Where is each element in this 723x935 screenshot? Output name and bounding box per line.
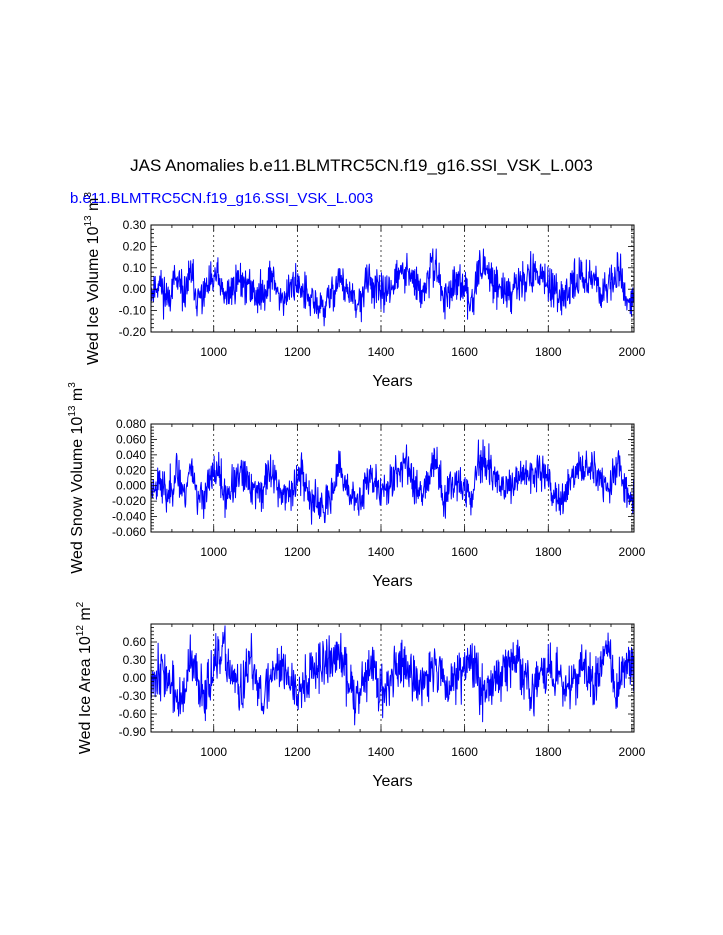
- y-axis-label: Wed Ice Area 1012 m2: [75, 601, 94, 754]
- x-tick-label: 1600: [451, 745, 478, 759]
- y-tick-label: -0.90: [119, 725, 147, 739]
- x-tick-label: 1800: [535, 345, 562, 359]
- y-tick-label: 0.00: [123, 671, 147, 685]
- x-axis-label: Years: [372, 373, 412, 390]
- x-tick-label: 1400: [368, 545, 395, 559]
- x-tick-label: 1400: [368, 745, 395, 759]
- y-tick-label: -0.020: [112, 494, 146, 508]
- x-tick-label: 2000: [619, 545, 646, 559]
- x-tick-label: 1200: [284, 745, 311, 759]
- x-axis-label: Years: [372, 773, 412, 790]
- y-tick-label: 0.30: [123, 218, 147, 232]
- y-axis-label: Wed Ice Volume 1013 m3: [83, 192, 102, 365]
- y-axis-label: Wed Snow Volume 1013 m3: [67, 382, 86, 574]
- y-tick-label: -0.040: [112, 510, 146, 524]
- y-tick-label: 0.00: [123, 282, 147, 296]
- plot-frame: [150, 423, 635, 533]
- y-tick-label: 0.000: [116, 479, 146, 493]
- y-tick-label: -0.30: [119, 689, 147, 703]
- x-tick-label: 1000: [200, 345, 227, 359]
- x-tick-label: 1400: [368, 345, 395, 359]
- y-tick-label: 0.20: [123, 239, 147, 253]
- y-tick-label: -0.10: [119, 304, 147, 318]
- y-tick-label: 0.080: [116, 417, 146, 431]
- series-line-1: [150, 625, 635, 726]
- chart-panel-3: 1000 1200 1400 1600 1800 2000 -0.90 -0.60 -0.30 0…: [75, 601, 646, 790]
- x-tick-label: 1600: [451, 345, 478, 359]
- y-tick-label: -0.060: [112, 525, 146, 539]
- y-tick-label: 0.30: [123, 653, 147, 667]
- series-line-1: [150, 248, 635, 327]
- series-line-1: [150, 439, 635, 525]
- y-tick-label: 0.60: [123, 635, 147, 649]
- plot-frame: [150, 224, 635, 333]
- y-tick-label: -0.60: [119, 707, 147, 721]
- x-tick-label: 2000: [619, 345, 646, 359]
- figure-title: JAS Anomalies b.e11.BLMTRC5CN.f19_g16.SS…: [130, 156, 593, 175]
- x-tick-label: 1000: [200, 545, 227, 559]
- y-tick-label: 0.10: [123, 261, 147, 275]
- x-tick-label: 1000: [200, 745, 227, 759]
- x-tick-label: 1600: [451, 545, 478, 559]
- x-tick-label: 1200: [284, 545, 311, 559]
- x-tick-label: 1200: [284, 345, 311, 359]
- y-tick-label: -0.20: [119, 325, 147, 339]
- x-tick-label: 1800: [535, 545, 562, 559]
- x-axis-label: Years: [372, 573, 412, 590]
- x-tick-label: 1800: [535, 745, 562, 759]
- x-tick-label: 2000: [619, 745, 646, 759]
- run-label: b.e11.BLMTRC5CN.f19_g16.SSI_VSK_L.003: [70, 190, 374, 207]
- chart-panel-1: 1000 1200 1400 1600 1800 2000 -0.20 -0.10 0.00 0.…: [83, 192, 646, 390]
- y-tick-label: 0.040: [116, 448, 146, 462]
- y-tick-label: 0.020: [116, 463, 146, 477]
- chart-panel-2: 1000 1200 1400 1600 1800 2000 -0.060-0.040 -0.0…: [67, 382, 646, 590]
- y-tick-label: 0.060: [116, 432, 146, 446]
